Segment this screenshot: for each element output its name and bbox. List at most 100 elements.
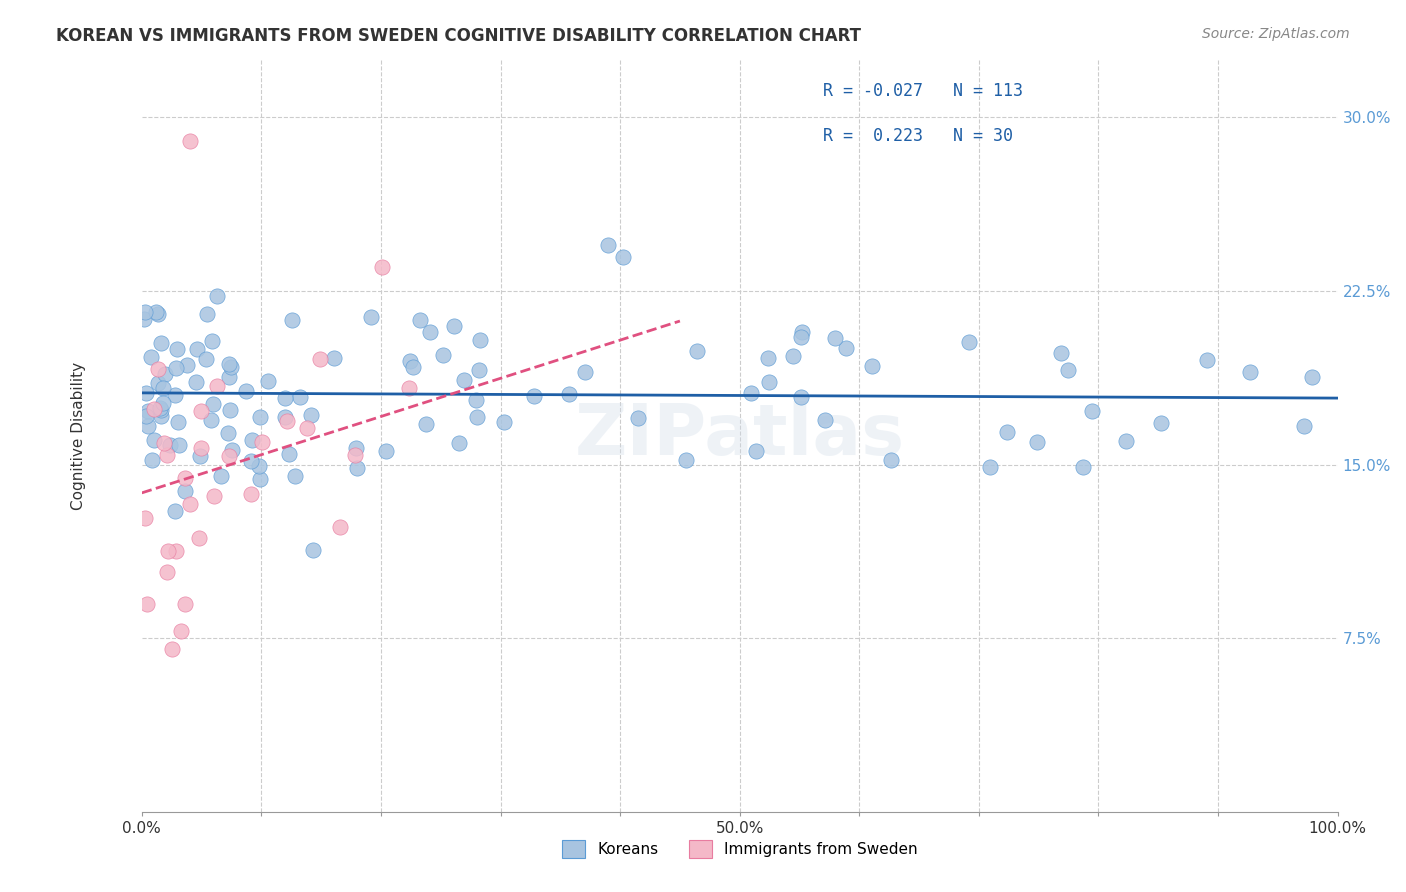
Point bbox=[574, 365, 596, 379]
Point bbox=[143, 402, 166, 417]
Point bbox=[612, 250, 634, 264]
Point bbox=[134, 305, 156, 319]
Point bbox=[1150, 416, 1173, 430]
Point bbox=[141, 452, 163, 467]
Point bbox=[1080, 404, 1102, 418]
Point bbox=[814, 413, 837, 427]
Point bbox=[249, 409, 271, 424]
Point bbox=[745, 444, 768, 458]
Point bbox=[201, 334, 224, 348]
Point bbox=[173, 471, 195, 485]
Point bbox=[344, 448, 367, 462]
Point bbox=[239, 487, 262, 501]
Point bbox=[163, 504, 186, 518]
Point bbox=[202, 489, 225, 503]
Text: R = -0.027   N = 113: R = -0.027 N = 113 bbox=[824, 82, 1024, 100]
Point bbox=[136, 419, 159, 434]
Point bbox=[139, 351, 162, 365]
Point bbox=[1057, 363, 1080, 377]
Point bbox=[470, 333, 492, 347]
Point bbox=[419, 326, 441, 340]
Point bbox=[170, 624, 193, 639]
Point bbox=[1025, 435, 1047, 450]
Point bbox=[143, 433, 166, 447]
Point bbox=[627, 410, 650, 425]
Point bbox=[218, 369, 240, 384]
Point bbox=[174, 598, 197, 612]
Point bbox=[218, 402, 240, 417]
Point bbox=[190, 441, 212, 455]
Point bbox=[221, 442, 243, 457]
Point bbox=[194, 351, 217, 366]
Point bbox=[256, 374, 278, 388]
Point bbox=[145, 305, 167, 319]
Point bbox=[957, 335, 980, 350]
Point bbox=[186, 343, 208, 357]
Point bbox=[209, 469, 232, 483]
Point bbox=[1115, 434, 1137, 448]
Point bbox=[156, 449, 179, 463]
Point bbox=[1239, 365, 1261, 379]
Point bbox=[880, 452, 903, 467]
Point bbox=[415, 417, 437, 431]
Point bbox=[835, 341, 858, 355]
Point bbox=[169, 438, 191, 452]
Point bbox=[280, 312, 302, 326]
Point bbox=[165, 544, 187, 558]
Point bbox=[432, 348, 454, 362]
Point bbox=[409, 313, 432, 327]
Y-axis label: Cognitive Disability: Cognitive Disability bbox=[72, 361, 86, 510]
Point bbox=[401, 359, 423, 374]
Point bbox=[374, 444, 396, 458]
Point bbox=[329, 520, 352, 534]
Point bbox=[740, 386, 762, 401]
Point bbox=[250, 435, 273, 450]
Point bbox=[179, 497, 201, 511]
Point bbox=[247, 458, 270, 473]
Point bbox=[824, 331, 846, 345]
Point bbox=[136, 597, 159, 611]
Point bbox=[323, 351, 346, 366]
Point bbox=[240, 434, 263, 448]
Point bbox=[176, 358, 198, 372]
Text: ZIPatlаs: ZIPatlаs bbox=[575, 401, 905, 470]
Point bbox=[686, 343, 709, 358]
Point bbox=[790, 330, 813, 344]
Point bbox=[205, 379, 228, 393]
Point bbox=[150, 403, 173, 417]
Point bbox=[132, 312, 155, 326]
Point bbox=[249, 472, 271, 486]
Point bbox=[443, 319, 465, 334]
Point bbox=[447, 436, 470, 450]
Point bbox=[146, 362, 169, 376]
Point bbox=[146, 307, 169, 321]
Point bbox=[200, 412, 222, 426]
Point bbox=[218, 357, 240, 371]
Point bbox=[184, 375, 207, 389]
Point bbox=[277, 447, 299, 461]
Point bbox=[136, 404, 159, 418]
Point bbox=[156, 544, 179, 558]
Point bbox=[240, 454, 263, 468]
Point bbox=[782, 350, 804, 364]
Point bbox=[201, 397, 224, 411]
Point bbox=[160, 642, 183, 657]
Point bbox=[790, 390, 813, 404]
Point bbox=[190, 403, 212, 417]
Point bbox=[135, 409, 157, 423]
Point bbox=[492, 415, 515, 429]
Point bbox=[308, 352, 330, 367]
Point bbox=[188, 450, 211, 464]
Point bbox=[146, 376, 169, 391]
Point bbox=[166, 415, 188, 429]
Point bbox=[217, 425, 239, 440]
Point bbox=[1050, 345, 1073, 359]
Point bbox=[295, 421, 318, 435]
Point bbox=[135, 385, 157, 400]
Point bbox=[219, 360, 242, 375]
Point bbox=[153, 435, 176, 450]
Text: Source: ZipAtlas.com: Source: ZipAtlas.com bbox=[1202, 27, 1350, 41]
Point bbox=[153, 367, 176, 381]
Point bbox=[979, 460, 1001, 475]
Point bbox=[159, 437, 181, 451]
